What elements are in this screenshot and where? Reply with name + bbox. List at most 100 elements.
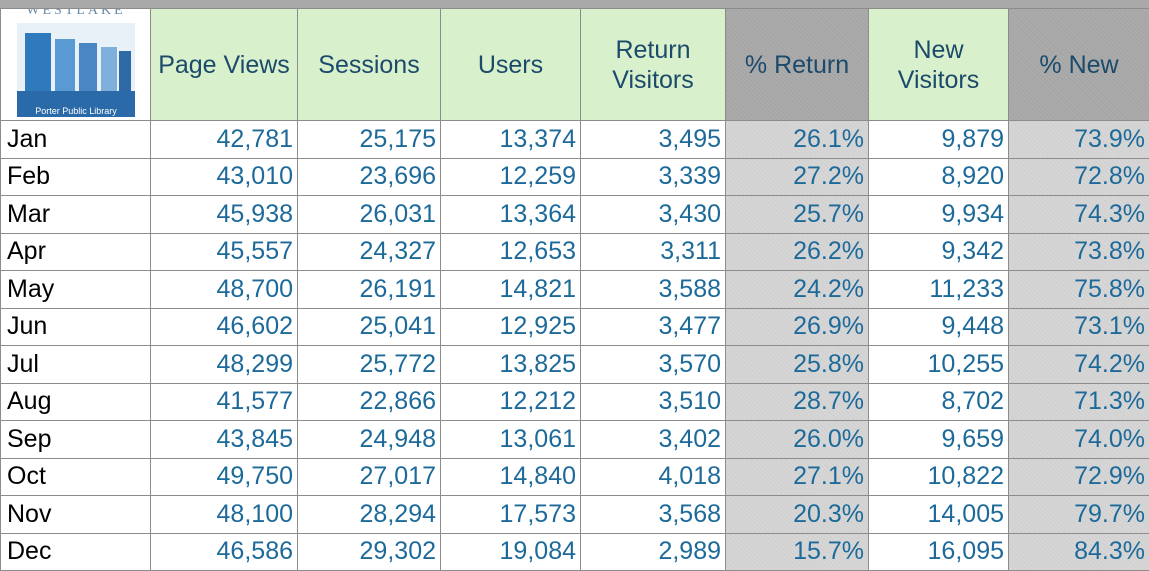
table-row: Aug 41,577 22,866 12,212 3,510 28.7% 8,702 71.3… — [0, 382, 1149, 421]
column-header: Users — [440, 8, 581, 121]
value-cell: 79.7% — [1008, 495, 1149, 534]
month-cell: Oct — [0, 457, 151, 496]
value-cell: 3,510 — [580, 382, 726, 421]
month-cell: Mar — [0, 195, 151, 234]
table-row: Dec 46,586 29,302 19,084 2,989 15.7% 16,095 84.… — [0, 532, 1149, 571]
value-cell: 25,175 — [297, 120, 441, 159]
value-cell: 75.8% — [1008, 270, 1149, 309]
value-cell: 9,342 — [868, 232, 1009, 271]
value-cell: 26.9% — [725, 307, 869, 346]
value-cell: 12,259 — [440, 157, 581, 196]
value-cell: 46,586 — [150, 532, 298, 571]
table-row: May 48,700 26,191 14,821 3,588 24.2% 11,233 75.… — [0, 270, 1149, 309]
value-cell: 24,327 — [297, 232, 441, 271]
value-cell: 3,311 — [580, 232, 726, 271]
value-cell: 9,879 — [868, 120, 1009, 159]
month-cell: Jun — [0, 307, 151, 346]
value-cell: 3,339 — [580, 157, 726, 196]
value-cell: 26,191 — [297, 270, 441, 309]
column-header: % New — [1008, 8, 1149, 121]
column-header: % Return — [725, 8, 869, 121]
table-row: Feb 43,010 23,696 12,259 3,339 27.2% 8,920 72.8… — [0, 157, 1149, 196]
value-cell: 25.7% — [725, 195, 869, 234]
value-cell: 17,573 — [440, 495, 581, 534]
value-cell: 73.1% — [1008, 307, 1149, 346]
value-cell: 22,866 — [297, 382, 441, 421]
value-cell: 43,845 — [150, 420, 298, 459]
value-cell: 13,825 — [440, 345, 581, 384]
value-cell: 19,084 — [440, 532, 581, 571]
table-row: Oct 49,750 27,017 14,840 4,018 27.1% 10,822 72.… — [0, 457, 1149, 496]
value-cell: 13,374 — [440, 120, 581, 159]
value-cell: 26,031 — [297, 195, 441, 234]
table-row: Jan 42,781 25,175 13,374 3,495 26.1% 9,879 73.9… — [0, 120, 1149, 159]
value-cell: 12,653 — [440, 232, 581, 271]
value-cell: 45,938 — [150, 195, 298, 234]
value-cell: 9,659 — [868, 420, 1009, 459]
value-cell: 72.8% — [1008, 157, 1149, 196]
value-cell: 3,430 — [580, 195, 726, 234]
logo-image — [17, 23, 135, 117]
value-cell: 16,095 — [868, 532, 1009, 571]
month-cell: Jan — [0, 120, 151, 159]
logo-text: WESTLAKE — [26, 8, 126, 19]
value-cell: 84.3% — [1008, 532, 1149, 571]
value-cell: 24.2% — [725, 270, 869, 309]
logo-cell: WESTLAKE Porter Public Library — [0, 8, 151, 121]
value-cell: 3,570 — [580, 345, 726, 384]
value-cell: 23,696 — [297, 157, 441, 196]
column-header: Page Views — [150, 8, 298, 121]
table-row: Nov 48,100 28,294 17,573 3,568 20.3% 14,005 79.… — [0, 495, 1149, 534]
value-cell: 3,402 — [580, 420, 726, 459]
value-cell: 74.0% — [1008, 420, 1149, 459]
value-cell: 25,041 — [297, 307, 441, 346]
month-cell: May — [0, 270, 151, 309]
stats-table: WESTLAKE Porter Public Library Page View… — [0, 8, 1149, 571]
column-header: New Visitors — [868, 8, 1009, 121]
value-cell: 73.8% — [1008, 232, 1149, 271]
value-cell: 28,294 — [297, 495, 441, 534]
value-cell: 73.9% — [1008, 120, 1149, 159]
value-cell: 12,925 — [440, 307, 581, 346]
value-cell: 26.0% — [725, 420, 869, 459]
value-cell: 26.2% — [725, 232, 869, 271]
value-cell: 28.7% — [725, 382, 869, 421]
value-cell: 9,448 — [868, 307, 1009, 346]
value-cell: 20.3% — [725, 495, 869, 534]
value-cell: 42,781 — [150, 120, 298, 159]
value-cell: 9,934 — [868, 195, 1009, 234]
month-cell: Nov — [0, 495, 151, 534]
value-cell: 3,495 — [580, 120, 726, 159]
value-cell: 41,577 — [150, 382, 298, 421]
value-cell: 14,005 — [868, 495, 1009, 534]
table-row: Apr 45,557 24,327 12,653 3,311 26.2% 9,342 73.8… — [0, 232, 1149, 271]
value-cell: 48,299 — [150, 345, 298, 384]
column-header: Return Visitors — [580, 8, 726, 121]
value-cell: 3,568 — [580, 495, 726, 534]
value-cell: 49,750 — [150, 457, 298, 496]
value-cell: 2,989 — [580, 532, 726, 571]
value-cell: 8,702 — [868, 382, 1009, 421]
value-cell: 4,018 — [580, 457, 726, 496]
value-cell: 10,255 — [868, 345, 1009, 384]
month-cell: Sep — [0, 420, 151, 459]
table-row: Sep 43,845 24,948 13,061 3,402 26.0% 9,659 74.0… — [0, 420, 1149, 459]
value-cell: 45,557 — [150, 232, 298, 271]
value-cell: 11,233 — [868, 270, 1009, 309]
value-cell: 13,061 — [440, 420, 581, 459]
table-row: Jun 46,602 25,041 12,925 3,477 26.9% 9,448 73.1… — [0, 307, 1149, 346]
value-cell: 72.9% — [1008, 457, 1149, 496]
month-cell: Apr — [0, 232, 151, 271]
value-cell: 46,602 — [150, 307, 298, 346]
value-cell: 71.3% — [1008, 382, 1149, 421]
value-cell: 27.1% — [725, 457, 869, 496]
value-cell: 74.3% — [1008, 195, 1149, 234]
value-cell: 27,017 — [297, 457, 441, 496]
table-row: Mar 45,938 26,031 13,364 3,430 25.7% 9,934 74.3… — [0, 195, 1149, 234]
value-cell: 24,948 — [297, 420, 441, 459]
value-cell: 48,700 — [150, 270, 298, 309]
column-header: Sessions — [297, 8, 441, 121]
month-cell: Aug — [0, 382, 151, 421]
month-cell: Feb — [0, 157, 151, 196]
